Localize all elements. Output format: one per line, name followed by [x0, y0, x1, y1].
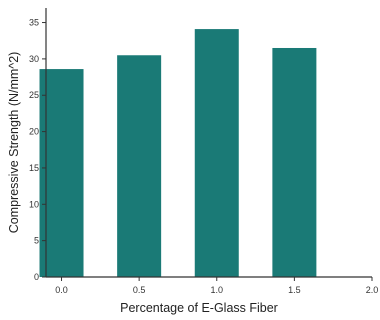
bar-1.0: [194, 29, 239, 277]
y-tick-label: 5: [34, 236, 39, 246]
bar-0.5: [117, 55, 162, 277]
bars-group: [39, 29, 317, 278]
x-tick-label: 0.0: [55, 285, 68, 295]
y-tick-label: 35: [29, 18, 39, 28]
x-tick-label: 0.5: [133, 285, 146, 295]
x-tick-label: 2.0: [366, 285, 379, 295]
y-ticks-group: 0 5 10 15 20 25 30 35: [29, 18, 46, 282]
bar-1.5: [272, 47, 317, 278]
y-tick-label: 30: [29, 54, 39, 64]
y-tick-label: 20: [29, 127, 39, 137]
y-tick-label: 0: [34, 272, 39, 282]
x-tick-label: 1.5: [288, 285, 301, 295]
y-tick-label: 25: [29, 90, 39, 100]
x-tick-label: 1.0: [211, 285, 224, 295]
x-ticks-group: 0.0 0.5 1.0 1.5 2.0: [55, 277, 378, 295]
y-axis-title: Compressive Strength (N/mm^2): [7, 52, 21, 234]
y-tick-label: 15: [29, 163, 39, 173]
x-axis-title: Percentage of E-Glass Fiber: [120, 301, 278, 315]
bar-0.0: [39, 69, 84, 277]
y-tick-label: 10: [29, 199, 39, 209]
